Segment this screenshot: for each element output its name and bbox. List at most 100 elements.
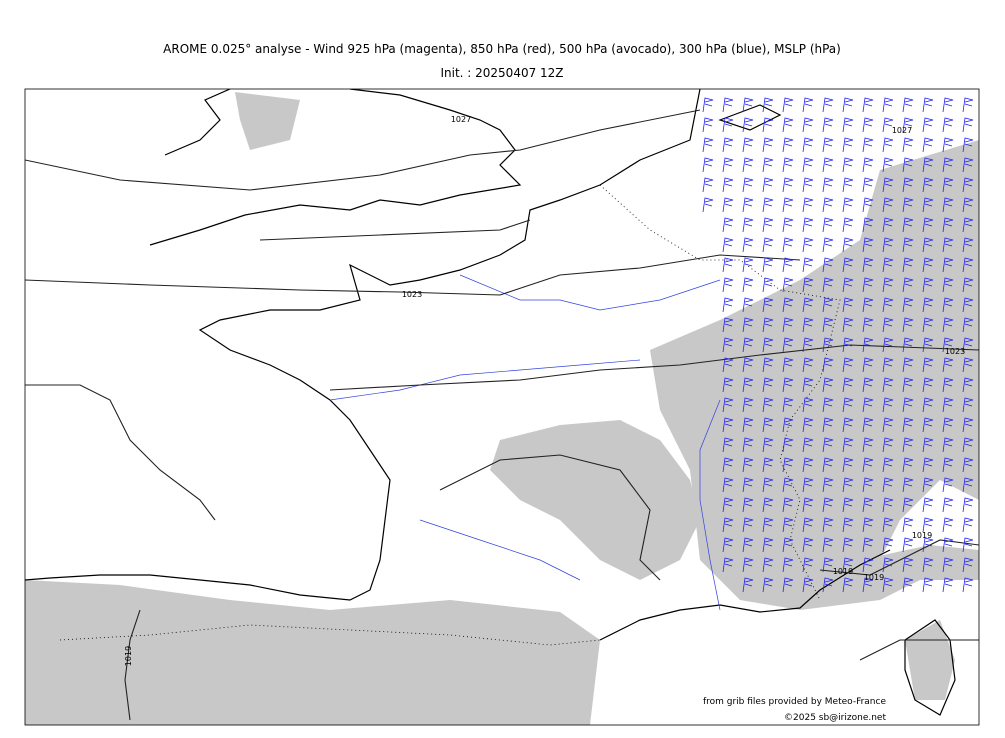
wind-barb [962, 317, 974, 333]
wind-barb [902, 317, 914, 333]
wind-barb [862, 297, 874, 313]
wind-barb [822, 137, 834, 153]
wind-barb [742, 437, 754, 453]
wind-barb [862, 317, 874, 333]
wind-barb [962, 197, 974, 213]
wind-barb [902, 277, 914, 293]
ijsselmeer [718, 104, 782, 131]
isobar-label: 1027 [451, 115, 471, 124]
wind-barb [862, 417, 874, 433]
france-east-border [599, 184, 841, 601]
wind-barb [782, 357, 794, 373]
wind-barb [762, 217, 774, 233]
wales-coast [164, 89, 231, 156]
wind-barb [922, 197, 934, 213]
wind-barb [762, 377, 774, 393]
wind-barb [962, 337, 974, 353]
wind-barb [822, 397, 834, 413]
wind-barb [962, 417, 974, 433]
wind-barb [902, 157, 914, 173]
wind-barb [742, 257, 754, 273]
wind-barb [762, 257, 774, 273]
wind-barb [862, 537, 874, 553]
wind-barb [782, 397, 794, 413]
wind-barb [802, 197, 814, 213]
wind-barb [802, 497, 814, 513]
isobar-label: 1023 [945, 347, 965, 356]
wind-barb [862, 277, 874, 293]
wind-barb [782, 197, 794, 213]
wind-barb [962, 397, 974, 413]
wind-barb [762, 437, 774, 453]
isobar-label: 1019 [833, 567, 853, 576]
wind-barb [942, 397, 954, 413]
wind-barb [882, 557, 894, 573]
england-coast [149, 89, 522, 246]
wind-barb [882, 377, 894, 393]
wind-barb [842, 557, 854, 573]
wind-barb [742, 557, 754, 573]
wind-barb [902, 177, 914, 193]
wind-barb [902, 257, 914, 273]
wind-barb [882, 277, 894, 293]
wind-barb [782, 137, 794, 153]
wind-barb [942, 357, 954, 373]
wind-barb [922, 117, 934, 133]
wind-barb [882, 137, 894, 153]
wind-barb [742, 497, 754, 513]
wind-barb [722, 517, 734, 533]
wind-barb [782, 417, 794, 433]
rhone [699, 399, 721, 611]
isobar-1027 [25, 109, 701, 191]
wind-barb [862, 497, 874, 513]
wind-barb [902, 97, 914, 113]
isobar-label: 1019 [912, 531, 932, 540]
wind-barb [962, 437, 974, 453]
wind-barb [902, 557, 914, 573]
wind-barb [862, 117, 874, 133]
wind-barb [722, 377, 734, 393]
wind-barb [882, 257, 894, 273]
wind-barb [722, 97, 734, 113]
wind-barb [882, 417, 894, 433]
wind-barb [822, 317, 834, 333]
wind-barb [922, 237, 934, 253]
wind-barb [962, 257, 974, 273]
wind-barb [762, 557, 774, 573]
wind-barb [902, 417, 914, 433]
wind-barb [782, 277, 794, 293]
wind-barb [902, 537, 914, 553]
wind-barb [842, 517, 854, 533]
wind-barb [822, 297, 834, 313]
wind-barb [902, 477, 914, 493]
wind-barb [922, 477, 934, 493]
wind-barb [962, 217, 974, 233]
wind-barb [702, 137, 714, 153]
wind-barb [922, 217, 934, 233]
map-frame [24, 88, 980, 726]
wind-barb [922, 397, 934, 413]
wind-barb [782, 557, 794, 573]
isobar-atlantic [25, 384, 216, 521]
wind-barb [782, 257, 794, 273]
wind-barb [802, 137, 814, 153]
wind-barb [962, 237, 974, 253]
wind-barb [722, 297, 734, 313]
isobar-1019-central [439, 454, 661, 581]
wind-barb [842, 577, 854, 593]
wind-barb [942, 377, 954, 393]
wind-barb [802, 517, 814, 533]
wind-barb [862, 397, 874, 413]
wind-barb [862, 257, 874, 273]
wind-barb [722, 557, 734, 573]
wind-barb [922, 317, 934, 333]
wind-barb [862, 577, 874, 593]
wind-barb [802, 357, 814, 373]
isobar-1025 [259, 219, 531, 241]
wind-barb [942, 197, 954, 213]
wind-barb [822, 177, 834, 193]
wind-barb [762, 177, 774, 193]
wind-barb [722, 197, 734, 213]
wind-barb [742, 177, 754, 193]
wind-barb [802, 317, 814, 333]
